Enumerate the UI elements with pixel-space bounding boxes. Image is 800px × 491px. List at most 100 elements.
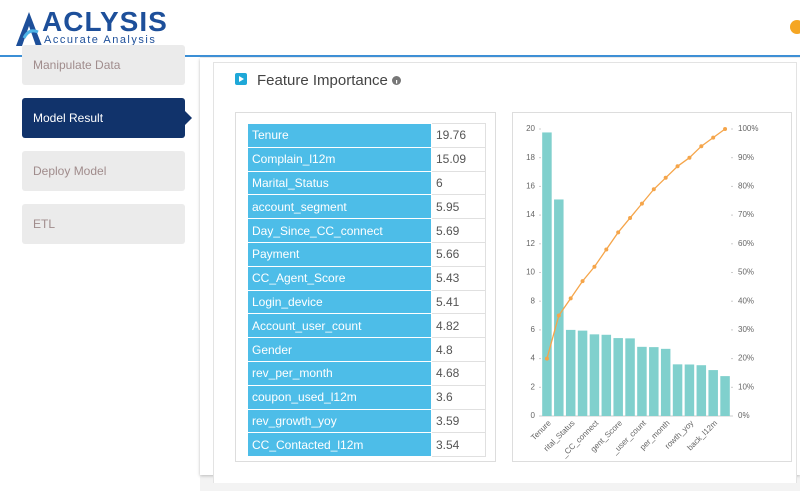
line-point xyxy=(639,201,644,206)
feature-name: CC_Agent_Score xyxy=(247,265,432,291)
table-row: rev_per_month 4.68 xyxy=(247,360,486,386)
line-point xyxy=(663,175,668,180)
panel-title-text: Feature Importance xyxy=(257,72,388,89)
feature-name: rev_growth_yoy xyxy=(247,408,432,434)
feature-score: 5.41 xyxy=(431,289,486,315)
y-tick-label: 4 xyxy=(531,354,536,363)
y2-tick-label: 90% xyxy=(738,153,754,162)
bar xyxy=(577,330,588,416)
feature-name: Tenure xyxy=(247,123,432,148)
logo: ACLYSIS xyxy=(42,6,168,37)
bar xyxy=(649,347,659,416)
nav-item[interactable]: Manipulate Data xyxy=(22,45,185,85)
bar xyxy=(613,338,623,416)
bar xyxy=(672,364,683,416)
feature-score: 6 xyxy=(431,170,486,196)
y2-tick-label: 80% xyxy=(738,182,754,191)
feature-name: Account_user_count xyxy=(247,313,432,339)
feature-score: 5.69 xyxy=(431,218,486,243)
y2-tick-label: 70% xyxy=(738,210,754,219)
logo-icon xyxy=(16,12,42,46)
cumulative-line xyxy=(546,128,726,359)
status-dot xyxy=(790,20,800,34)
y-tick-label: 18 xyxy=(526,153,535,162)
feature-score: 15.09 xyxy=(431,146,486,172)
nav-item[interactable]: Model Result xyxy=(22,98,192,138)
feature-name: account_segment xyxy=(247,194,432,220)
line-point xyxy=(711,135,716,140)
line-point xyxy=(556,313,561,318)
feature-name: Complain_l12m xyxy=(247,146,432,172)
bar xyxy=(565,329,576,416)
nav-item[interactable]: Deploy Model xyxy=(22,151,185,191)
feature-name: CC_Contacted_l12m xyxy=(247,432,432,458)
feature-score: 5.66 xyxy=(431,241,486,267)
play-icon xyxy=(235,73,247,85)
table-panel: Tenure 19.76 Complain_l12m 15.09 Marital_Sta… xyxy=(235,112,496,462)
feature-name: coupon_used_l12m xyxy=(247,384,432,410)
line-point xyxy=(687,155,692,160)
bar xyxy=(589,334,600,416)
panel-title: Feature Importance xyxy=(257,72,402,89)
table-row: Payment 5.66 xyxy=(247,241,486,267)
table-row: rev_growth_yoy 3.59 xyxy=(247,408,486,434)
y-tick-label: 14 xyxy=(526,210,535,219)
feature-name: Login_device xyxy=(247,289,432,315)
line-point xyxy=(616,230,621,235)
feature-score: 3.59 xyxy=(431,408,486,434)
tagline: Accurate Analysis xyxy=(44,34,157,46)
line-point xyxy=(628,215,633,220)
feature-score: 19.76 xyxy=(431,123,486,148)
table-row: CC_Contacted_l12m 3.54 xyxy=(247,432,486,458)
y2-tick-label: 30% xyxy=(738,325,754,334)
y2-tick-label: 60% xyxy=(738,239,754,248)
bar xyxy=(696,365,707,416)
bar xyxy=(637,346,647,416)
feature-score: 4.82 xyxy=(431,313,486,339)
chart-panel: 0 2 4 6 8 10 12 14 16 18 20 0% 10% 20% 30% 40% 50% 60% 70%… xyxy=(512,112,792,462)
y-tick-label: 16 xyxy=(526,182,535,191)
nav-arrow xyxy=(185,111,192,125)
table-row: Gender 4.8 xyxy=(247,337,486,362)
y-tick-label: 10 xyxy=(526,268,535,277)
feature-name: Marital_Status xyxy=(247,170,432,196)
feature-name: Gender xyxy=(247,337,432,362)
feature-score: 5.43 xyxy=(431,265,486,291)
y2-tick-label: 50% xyxy=(738,268,754,277)
line-point xyxy=(568,296,573,301)
nav-item[interactable]: ETL xyxy=(22,204,185,244)
y2-tick-label: 0% xyxy=(738,411,750,420)
table-row: Marital_Status 6 xyxy=(247,170,486,196)
feature-name: Payment xyxy=(247,241,432,267)
feature-name: rev_per_month xyxy=(247,360,432,386)
table-row: account_segment 5.95 xyxy=(247,194,486,220)
table-row: CC_Agent_Score 5.43 xyxy=(247,265,486,291)
chart: 0 2 4 6 8 10 12 14 16 18 20 0% 10% 20% 30% 40% 50% 60% 70%… xyxy=(526,124,758,460)
feature-score: 3.6 xyxy=(431,384,486,410)
bar xyxy=(660,348,671,416)
importance-table: Tenure 19.76 Complain_l12m 15.09 Marital_Sta… xyxy=(247,123,486,458)
y-tick-label: 20 xyxy=(526,124,535,133)
y2-tick-label: 10% xyxy=(738,382,754,391)
line-point xyxy=(651,187,656,192)
table-row: Day_Since_CC_connect 5.69 xyxy=(247,218,486,243)
y-tick-label: 0 xyxy=(531,411,536,420)
feature-score: 5.95 xyxy=(431,194,486,220)
line-point xyxy=(592,264,597,269)
bar xyxy=(684,364,695,416)
bar xyxy=(554,199,564,416)
feature-score: 4.68 xyxy=(431,360,486,386)
bar xyxy=(720,376,730,416)
line-point xyxy=(675,164,680,169)
info-icon[interactable] xyxy=(392,76,402,85)
y-tick-label: 6 xyxy=(531,325,536,334)
bar xyxy=(601,334,612,416)
line-point xyxy=(580,279,585,284)
y2-tick-label: 100% xyxy=(738,124,758,133)
feature-name: Day_Since_CC_connect xyxy=(247,218,432,243)
y-tick-label: 12 xyxy=(526,239,535,248)
table-row: Account_user_count 4.82 xyxy=(247,313,486,339)
table-row: Tenure 19.76 xyxy=(247,123,486,148)
feature-score: 4.8 xyxy=(431,337,486,362)
